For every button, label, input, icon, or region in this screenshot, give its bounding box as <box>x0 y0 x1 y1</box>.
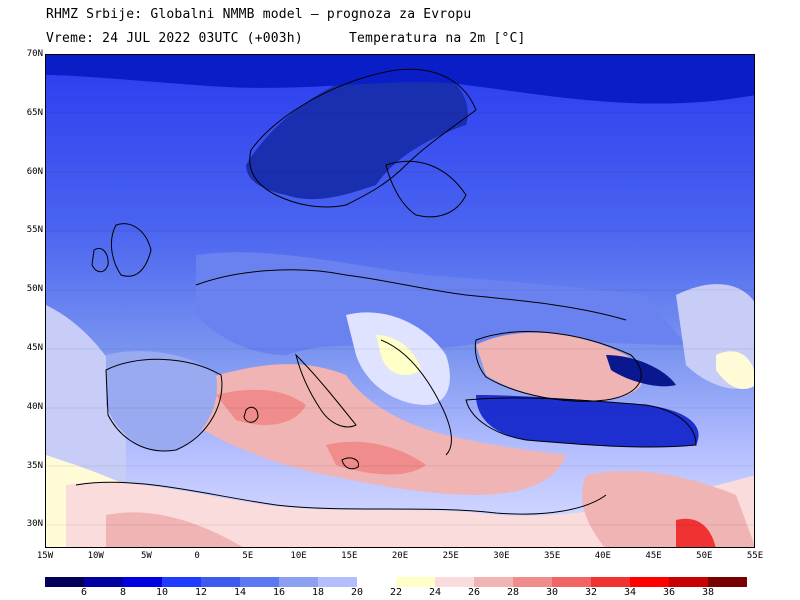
black-sea-warm-area <box>476 332 644 402</box>
longitude-tick-label: 25E <box>442 551 459 561</box>
colorbar-tick-label: 14 <box>233 587 247 598</box>
anatolia-cold-area <box>476 395 699 448</box>
longitude-tick-label: 15W <box>36 551 54 561</box>
scandinavia-area <box>246 64 468 200</box>
colorbar-tick-label: 36 <box>662 587 676 598</box>
sahara-warm-area <box>106 512 243 547</box>
colorbar-segment <box>552 577 591 587</box>
colorbar-segment <box>474 577 513 587</box>
colorbar-tick-label: 18 <box>311 587 325 598</box>
parameter-label: Temperatura na 2m [°C] <box>349 31 526 46</box>
longitude-tick-label: 5E <box>242 551 254 561</box>
colorbar-segment <box>240 577 279 587</box>
colorbar-segment <box>435 577 474 587</box>
colorbar-tick-label: 26 <box>467 587 481 598</box>
colorbar-tick-label: 12 <box>194 587 208 598</box>
latitude-tick-label: 40N <box>26 401 43 412</box>
colorbar-tick-label: 24 <box>428 587 442 598</box>
colorbar-tick-label: 38 <box>701 587 715 598</box>
colorbar-tick-label: 34 <box>623 587 637 598</box>
latitude-tick-label: 55N <box>26 225 43 236</box>
iberia-area <box>106 351 217 451</box>
longitude-tick-label: 10E <box>290 551 307 561</box>
latitude-tick-label: 35N <box>26 460 43 471</box>
arabia-warm-area <box>582 471 754 547</box>
colorbar-tick-label: 20 <box>350 587 364 598</box>
latitude-tick-label: 30N <box>26 519 43 530</box>
colorbar-segment <box>591 577 630 587</box>
forecast-time: Vreme: 24 JUL 2022 03UTC (+003h) <box>46 31 303 46</box>
longitude-tick-label: 45E <box>645 551 662 561</box>
colorbar-tick-label: 10 <box>155 587 169 598</box>
balkan-warm-area <box>376 335 421 375</box>
longitude-tick-label: 5W <box>141 551 152 561</box>
coastlines <box>75 68 697 515</box>
western-med-hot-area <box>216 389 306 425</box>
colorbar-segment <box>708 577 747 587</box>
colorbar-tick-label: 8 <box>119 587 127 598</box>
colorbar-segment <box>123 577 162 587</box>
colorbar-segment <box>279 577 318 587</box>
arctic-area <box>46 55 754 104</box>
longitude-tick-label: 20E <box>391 551 409 561</box>
temperature-map <box>45 54 755 548</box>
graticule <box>46 112 754 526</box>
colorbar-segment <box>396 577 435 587</box>
latitude-tick-label: 65N <box>26 107 43 118</box>
colorbar-tick-label: 16 <box>272 587 286 598</box>
latitude-tick-label: 70N <box>26 49 43 59</box>
colorbar-segment <box>513 577 552 587</box>
colorbar-tick-label: 30 <box>545 587 559 598</box>
colorbar-segment <box>162 577 201 587</box>
colorbar-segment <box>84 577 123 587</box>
longitude-tick-label: 35E <box>544 551 561 561</box>
map-canvas <box>46 55 754 547</box>
longitude-tick-label: 50E <box>696 551 713 561</box>
longitude-tick-label: 10W <box>87 551 104 561</box>
colorbar-tick-label: 28 <box>506 587 520 598</box>
colorbar-segment <box>630 577 669 587</box>
colorbar-tick-label: 32 <box>584 587 598 598</box>
latitude-tick-label: 50N <box>26 284 43 295</box>
longitude-tick-label: 55E <box>746 551 764 561</box>
colorbar-tick-label: 22 <box>389 587 403 598</box>
colorbar-tick-label: 6 <box>80 587 88 598</box>
gulf-hot-area <box>676 518 716 547</box>
north-africa-area <box>66 475 754 547</box>
colorbar-segment <box>357 577 396 587</box>
temperature-colorbar <box>45 577 755 587</box>
central-europe-area <box>196 252 686 355</box>
latitude-tick-label: 60N <box>26 166 43 177</box>
map-title: RHMZ Srbije: Globalni NMMB model — progn… <box>46 7 472 22</box>
caspian-warm-area <box>716 351 754 389</box>
colorbar-segment <box>201 577 240 587</box>
central-med-hot-area <box>326 441 426 475</box>
longitude-tick-label: 40E <box>594 551 611 561</box>
colorbar-segment <box>669 577 708 587</box>
longitude-tick-label: 0 <box>194 551 200 561</box>
colorbar-segment <box>318 577 357 587</box>
latitude-tick-label: 45N <box>26 343 43 354</box>
colorbar-segment <box>45 577 84 587</box>
longitude-tick-label: 30E <box>493 551 510 561</box>
longitude-tick-label: 15E <box>341 551 358 561</box>
